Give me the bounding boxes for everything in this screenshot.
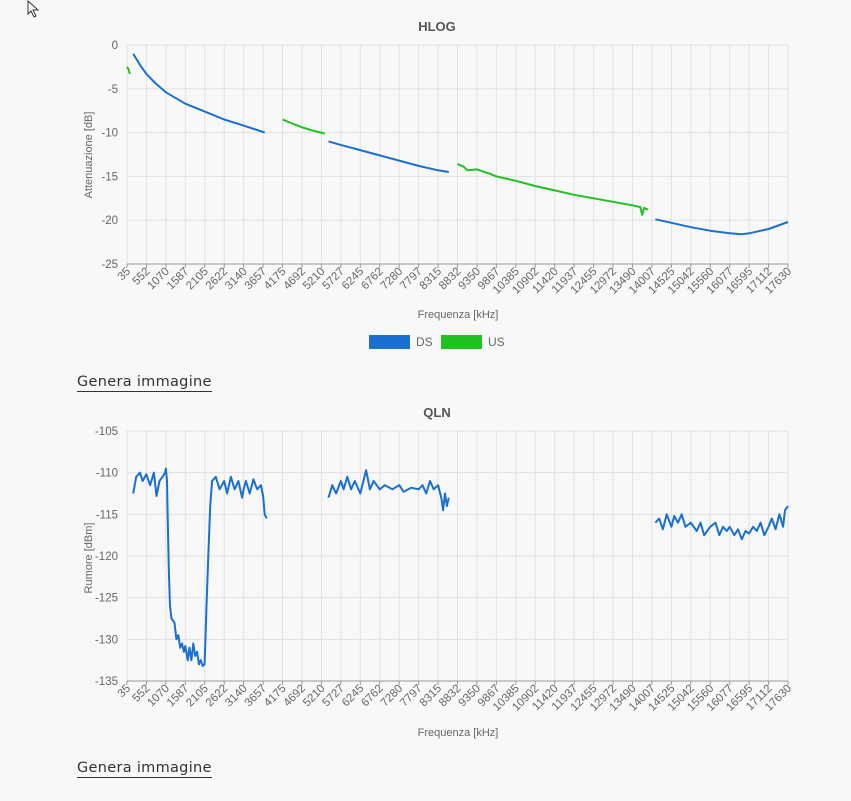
qln-series-ds-segment-2	[654, 505, 789, 541]
hlog-y-tick-label: -5	[108, 84, 118, 96]
qln-series	[132, 467, 789, 667]
qln-x-axis-label: Frequenza [kHz]	[418, 727, 499, 739]
hlog-series-ds-segment-1	[328, 140, 449, 173]
qln-x-ticks: 3555210701587210526223140365741754692521…	[116, 683, 795, 714]
hlog-title: HLOG	[418, 19, 456, 34]
hlog-y-ticks: 0 -5 -10 -15 -20 -25	[101, 40, 118, 271]
qln-title: QLN	[423, 405, 450, 420]
legend-ds-label[interactable]: DS	[416, 335, 433, 349]
qln-grid	[126, 430, 789, 685]
hlog-series-ds-segment-0	[132, 53, 266, 134]
hlog-series	[126, 53, 789, 236]
qln-chart: QLN -105 -110 -115 -120 -125 -130 -135 3555210…	[83, 405, 795, 739]
hlog-y-tick-label: -25	[101, 259, 118, 271]
qln-y-tick-label: -105	[95, 426, 118, 438]
qln-y-tick-label: -110	[96, 468, 118, 480]
legend-us-label[interactable]: US	[488, 335, 505, 349]
hlog-y-tick-label: -15	[101, 171, 118, 183]
hlog-series-us-segment-1	[282, 118, 326, 135]
hlog-legend[interactable]: DS US	[369, 335, 505, 349]
hlog-y-tick-label: 0	[112, 40, 118, 52]
generate-image-button-2[interactable]: Genera immagine	[77, 760, 212, 778]
qln-y-axis-label: Rumore [dBm]	[83, 523, 95, 594]
qln-y-tick-label: -120	[95, 551, 118, 563]
legend-us-swatch[interactable]	[441, 335, 482, 349]
qln-y-tick-label: -135	[95, 676, 118, 688]
hlog-y-tick-label: -10	[101, 128, 118, 140]
hlog-series-ds-segment-2	[655, 218, 789, 236]
legend-ds-swatch[interactable]	[369, 335, 410, 349]
qln-y-tick-label: -130	[95, 634, 118, 646]
hlog-y-axis-label: Attenuazione [dB]	[83, 112, 95, 199]
qln-y-ticks: -105 -110 -115 -120 -125 -130 -135	[95, 426, 118, 688]
qln-series-ds-segment-1	[327, 469, 450, 512]
hlog-series-us-segment-2	[457, 163, 649, 216]
qln-series-ds-segment-0	[132, 467, 268, 667]
qln-y-tick-label: -125	[95, 593, 118, 605]
hlog-chart: HLOG 0 -5 -10 -15 -20 -25 3555210701587210526…	[83, 19, 795, 349]
generate-image-button[interactable]: Genera immagine	[77, 374, 212, 392]
hlog-y-tick-label: -20	[101, 215, 118, 227]
hlog-grid	[126, 44, 789, 268]
mouse-cursor-icon	[27, 0, 40, 18]
qln-y-tick-label: -115	[96, 509, 118, 521]
hlog-series-us-segment-0	[126, 66, 131, 75]
hlog-x-axis-label: Frequenza [kHz]	[418, 309, 499, 321]
hlog-x-ticks: 3555210701587210526223140365741754692521…	[116, 266, 795, 297]
